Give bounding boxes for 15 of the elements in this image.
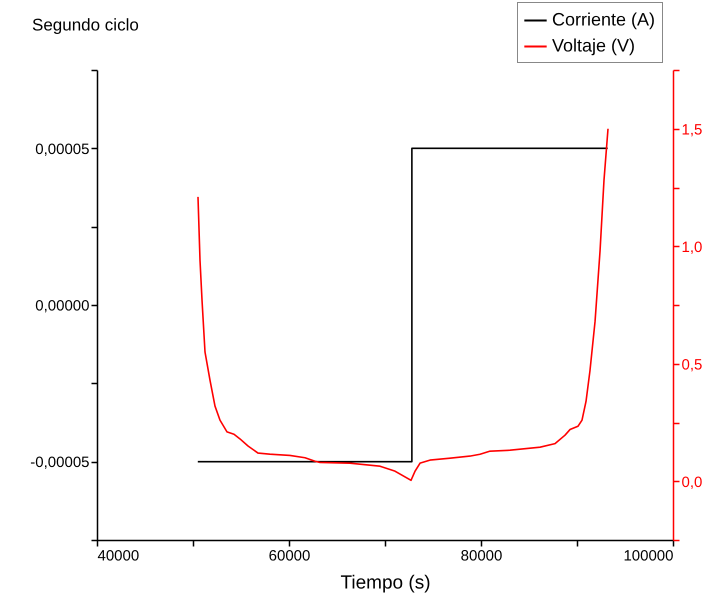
x-tick-label: 40000 bbox=[98, 548, 140, 564]
y2-tick-label: 1,5 bbox=[682, 121, 702, 138]
y2-tick-label: 0,0 bbox=[682, 474, 702, 491]
chart-title: Segundo ciclo bbox=[32, 16, 139, 34]
y2-tick-label: 0,5 bbox=[682, 356, 702, 374]
x-tick-label: 60000 bbox=[268, 548, 310, 564]
y2-tick-label: 1,0 bbox=[682, 238, 702, 256]
x-tick-label: 80000 bbox=[460, 548, 502, 564]
x-tick-label: 100000 bbox=[623, 548, 674, 564]
x-axis-title: Tiempo (s) bbox=[340, 572, 431, 594]
y-tick-label: 0,00005 bbox=[35, 140, 90, 158]
legend-label: Voltaje (V) bbox=[552, 36, 636, 56]
y-tick-label: -0,00005 bbox=[30, 454, 90, 472]
legend-label: Corriente (A) bbox=[552, 10, 656, 30]
y-tick-label: 0,00000 bbox=[35, 298, 90, 314]
